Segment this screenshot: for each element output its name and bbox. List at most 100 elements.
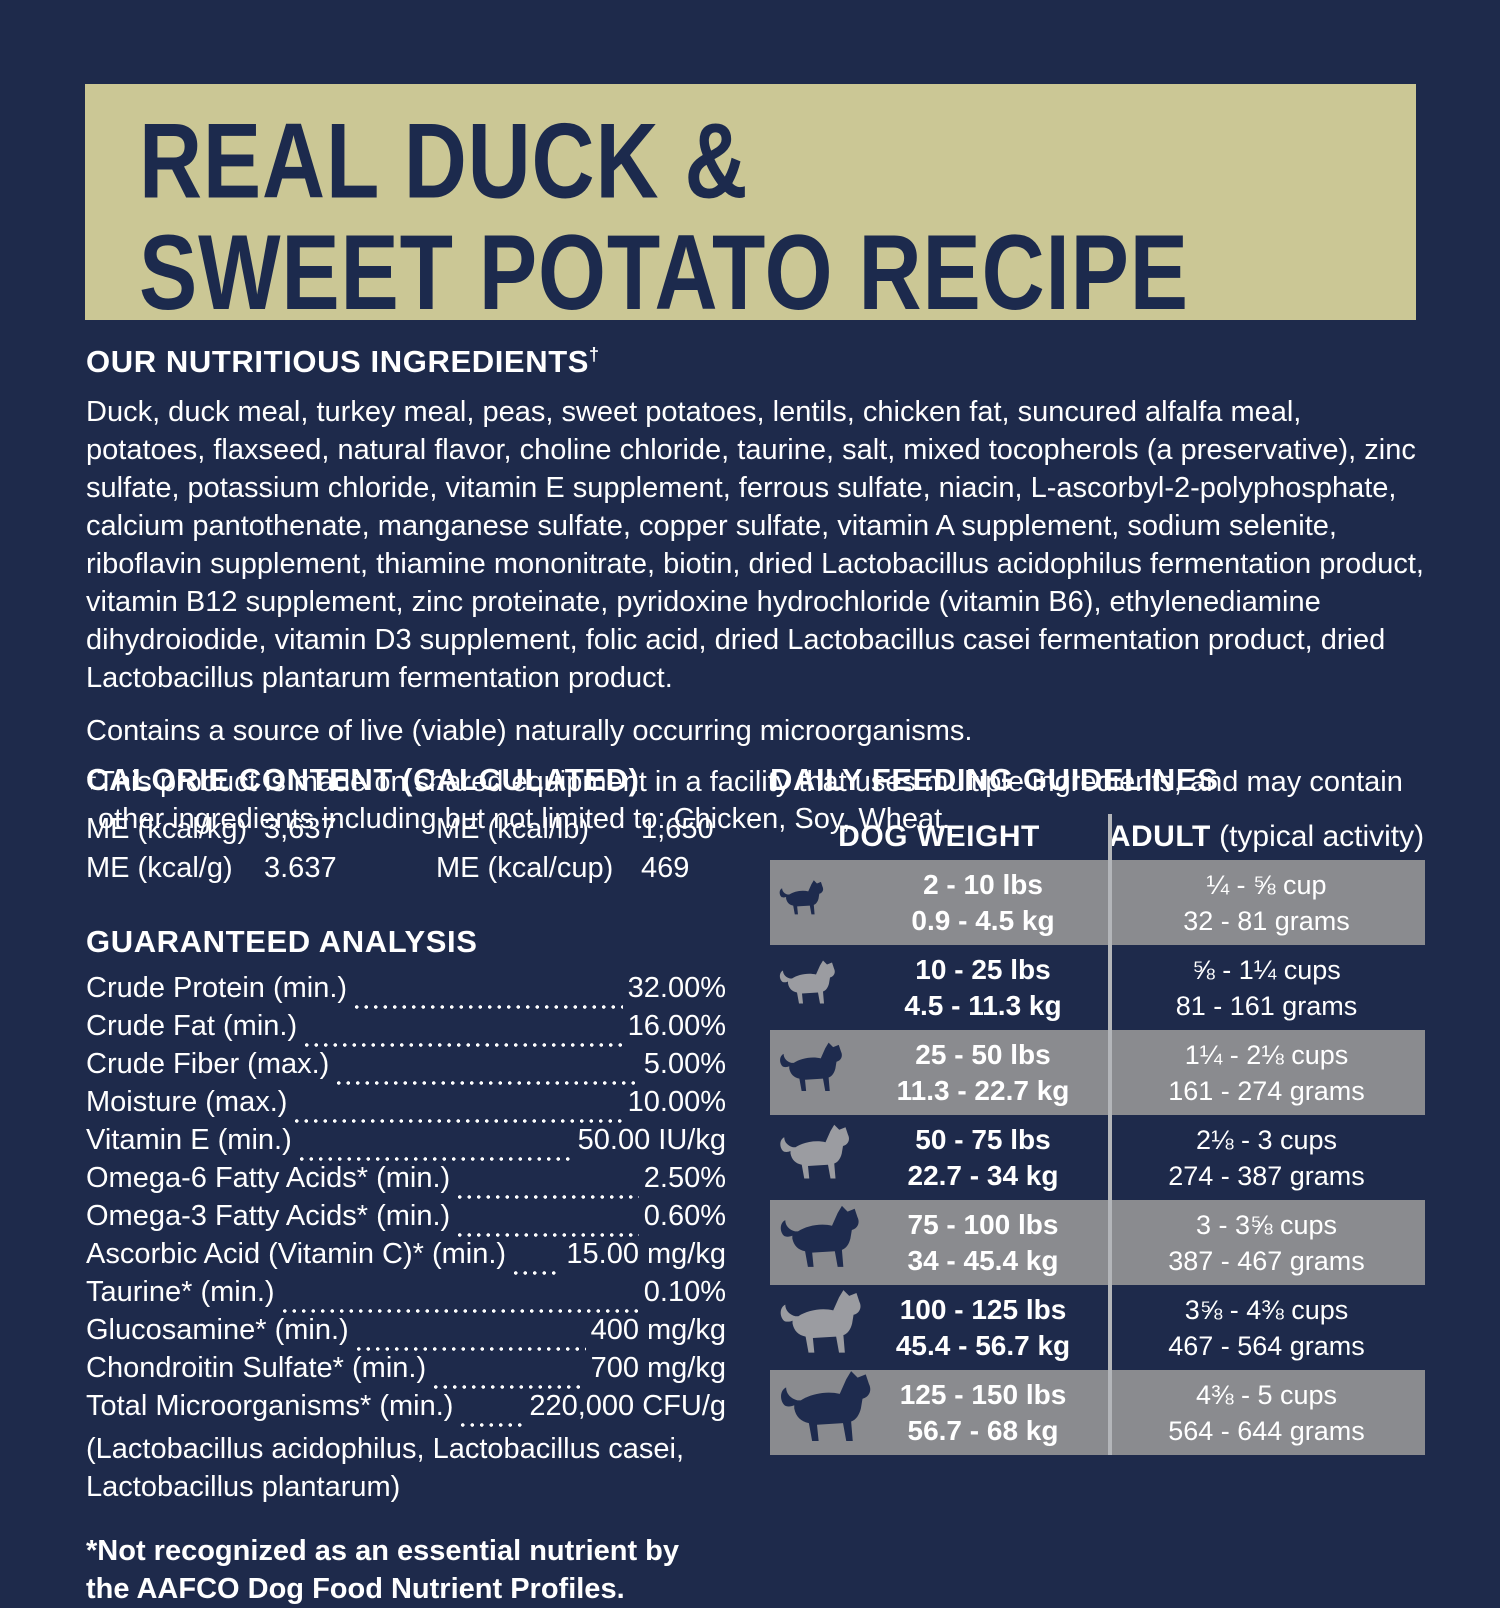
amount-cups: 4⅜ - 5 cups: [1195, 1379, 1338, 1410]
great-dane-dog-icon: [778, 1204, 869, 1281]
dog-weight-cell: 125 - 150 lbs 56.7 - 68 kg: [770, 1370, 1108, 1455]
aafco-footnote: *Not recognized as an essential nutrient…: [86, 1535, 680, 1605]
ga-label: Omega-3 Fatty Acids* (min.): [86, 1200, 451, 1232]
contains-note: Contains a source of live (viable) natur…: [86, 715, 973, 747]
column-divider: [1108, 814, 1112, 1455]
recipe-title: REAL DUCK & SWEET POTATO RECIPE: [139, 106, 1189, 329]
dot-leader: [511, 1264, 562, 1276]
recipe-title-line2: SWEET POTATO RECIPE: [139, 213, 1189, 333]
feeding-guidelines-section: DAILY FEEDING GUIDELINES DOG WEIGHT ADUL…: [770, 762, 1425, 1455]
guaranteed-analysis-heading: GUARANTEED ANALYSIS: [86, 924, 478, 959]
dot-leader: [279, 1302, 639, 1314]
ga-value: 32.00%: [627, 972, 726, 1004]
weight-lbs: 100 - 125 lbs: [899, 1293, 1067, 1325]
weight-kg: 11.3 - 22.7 kg: [896, 1074, 1070, 1106]
calorie-label: ME (kcal/kg): [86, 813, 248, 845]
calorie-label: ME (kcal/lb): [436, 813, 590, 845]
feeding-amount-cell: ⅝ - 1¼ cups 81 - 161 grams: [1108, 945, 1425, 1030]
dot-leader: [353, 1340, 586, 1352]
weight-lbs: 125 - 150 lbs: [899, 1378, 1067, 1410]
ga-value: 2.50%: [643, 1162, 726, 1194]
ga-value: 400 mg/kg: [590, 1314, 726, 1346]
ga-value: 15.00 mg/kg: [566, 1238, 726, 1270]
french-bulldog-icon: [778, 959, 842, 1016]
left-column: CALORIE CONTENT (CALCULATED) ME (kcal/kg…: [86, 762, 726, 1608]
dog-weight-cell: 75 - 100 lbs 34 - 45.4 kg: [770, 1200, 1108, 1285]
weight-lbs: 10 - 25 lbs: [915, 953, 1051, 985]
guaranteed-analysis-list: Crude Protein (min.) 32.00% Crude Fat (mi…: [86, 972, 726, 1428]
amount-cups: ⅝ - 1¼ cups: [1192, 954, 1341, 985]
ingredients-list: Duck, duck meal, turkey meal, peas, swee…: [86, 396, 1424, 694]
weight-kg: 34 - 45.4 kg: [907, 1244, 1059, 1276]
amount-grams: 81 - 161 grams: [1175, 990, 1358, 1021]
calorie-label: ME (kcal/cup): [436, 852, 614, 884]
amount-grams: 564 - 644 grams: [1168, 1415, 1365, 1446]
ga-label: Glucosamine* (min.): [86, 1314, 349, 1346]
dog-weight-column-header: DOG WEIGHT: [838, 820, 1040, 853]
dagger-mark: †: [86, 771, 98, 793]
feeding-guidelines-heading: DAILY FEEDING GUIDELINES: [770, 762, 1219, 797]
calorie-value: 3,637: [264, 813, 337, 845]
table-header-row: DOG WEIGHT ADULT (typical activity): [770, 814, 1425, 860]
dog-weight-cell: 2 - 10 lbs 0.9 - 4.5 kg: [770, 860, 1108, 945]
adult-column-header: ADULT (typical activity): [1108, 820, 1425, 853]
ga-label: Moisture (max.): [86, 1086, 288, 1118]
amount-grams: 467 - 564 grams: [1168, 1330, 1365, 1361]
small-dog-icon: [778, 1041, 850, 1104]
amount-cups: 2⅛ - 3 cups: [1195, 1124, 1338, 1155]
recipe-banner: REAL DUCK & SWEET POTATO RECIPE: [85, 84, 1416, 329]
feeding-guidelines-table: DOG WEIGHT ADULT (typical activity) 2 - …: [770, 814, 1425, 1455]
ga-value: 16.00%: [627, 1010, 726, 1042]
dog-weight-cell: 50 - 75 lbs 22.7 - 34 kg: [770, 1115, 1108, 1200]
amount-cups: 3 - 3⅝ cups: [1195, 1209, 1338, 1240]
dot-leader: [296, 1150, 573, 1162]
amount-cups: 3⅝ - 4⅜ cups: [1184, 1294, 1349, 1325]
dot-leader: [431, 1378, 586, 1390]
weight-kg: 4.5 - 11.3 kg: [904, 989, 1062, 1021]
calorie-content-table: ME (kcal/kg) 3,637 ME (kcal/lb) 1,650 ME…: [86, 810, 726, 888]
amount-grams: 274 - 387 grams: [1168, 1160, 1365, 1191]
calorie-value: 3.637: [264, 852, 337, 884]
table-row: 10 - 25 lbs 4.5 - 11.3 kg ⅝ - 1¼ cups 81…: [770, 945, 1425, 1030]
ga-row: Omega-6 Fatty Acids* (min.) 2.50%: [86, 1162, 726, 1200]
ga-label: Total Microorganisms* (min.): [86, 1390, 454, 1422]
dot-leader: [302, 1036, 623, 1048]
weight-kg: 56.7 - 68 kg: [907, 1414, 1059, 1446]
calorie-content-heading: CALORIE CONTENT (CALCULATED): [86, 762, 640, 797]
ga-value: 0.10%: [643, 1276, 726, 1308]
ga-row: Chondroitin Sulfate* (min.) 700 mg/kg: [86, 1352, 726, 1390]
microorganisms-note: (Lactobacillus acidophilus, Lactobacillu…: [86, 1433, 685, 1503]
ga-row: Total Microorganisms* (min.) 220,000 CFU/…: [86, 1390, 726, 1428]
feeding-amount-cell: 3 - 3⅝ cups 387 - 467 grams: [1108, 1200, 1425, 1285]
ga-row: Vitamin E (min.) 50.00 IU/kg: [86, 1124, 726, 1162]
ga-value: 0.60%: [643, 1200, 726, 1232]
weight-lbs: 2 - 10 lbs: [923, 868, 1043, 900]
ga-row: Glucosamine* (min.) 400 mg/kg: [86, 1314, 726, 1352]
ga-row: Crude Fiber (max.) 5.00%: [86, 1048, 726, 1086]
ga-value: 5.00%: [643, 1048, 726, 1080]
ga-row: Omega-3 Fatty Acids* (min.) 0.60%: [86, 1200, 726, 1238]
ga-label: Crude Fat (min.): [86, 1010, 298, 1042]
weight-lbs: 75 - 100 lbs: [907, 1208, 1059, 1240]
weight-lbs: 25 - 50 lbs: [915, 1038, 1051, 1070]
table-row: 125 - 150 lbs 56.7 - 68 kg 4⅜ - 5 cups 5…: [770, 1370, 1425, 1455]
feeding-amount-cell: 3⅝ - 4⅜ cups 467 - 564 grams: [1108, 1285, 1425, 1370]
ga-label: Taurine* (min.): [86, 1276, 275, 1308]
dot-leader: [458, 1416, 525, 1428]
dog-weight-cell: 100 - 125 lbs 45.4 - 56.7 kg: [770, 1285, 1108, 1370]
giant-longhair-dog-icon: [778, 1369, 882, 1456]
feeding-amount-cell: 2⅛ - 3 cups 274 - 387 grams: [1108, 1115, 1425, 1200]
dot-leader: [292, 1112, 623, 1124]
large-dog-icon: [778, 1288, 871, 1367]
table-row: 100 - 125 lbs 45.4 - 56.7 kg 3⅝ - 4⅜ cup…: [770, 1285, 1425, 1370]
ga-row: Crude Fat (min.) 16.00%: [86, 1010, 726, 1048]
feeding-amount-cell: 1¼ - 2⅛ cups 161 - 274 grams: [1108, 1030, 1425, 1115]
weight-lbs: 50 - 75 lbs: [915, 1123, 1051, 1155]
dot-leader: [334, 1074, 639, 1086]
ingredients-section: OUR NUTRITIOUS INGREDIENTS† Duck, duck m…: [86, 344, 1426, 838]
ga-label: Crude Protein (min.): [86, 972, 348, 1004]
shared-equipment-note: †This product is made on shared equipmen…: [86, 766, 1403, 835]
calorie-value: 469: [641, 852, 690, 884]
amount-grams: 32 - 81 grams: [1183, 905, 1350, 936]
table-row: 2 - 10 lbs 0.9 - 4.5 kg ¼ - ⅝ cup 32 - 8…: [770, 860, 1425, 945]
